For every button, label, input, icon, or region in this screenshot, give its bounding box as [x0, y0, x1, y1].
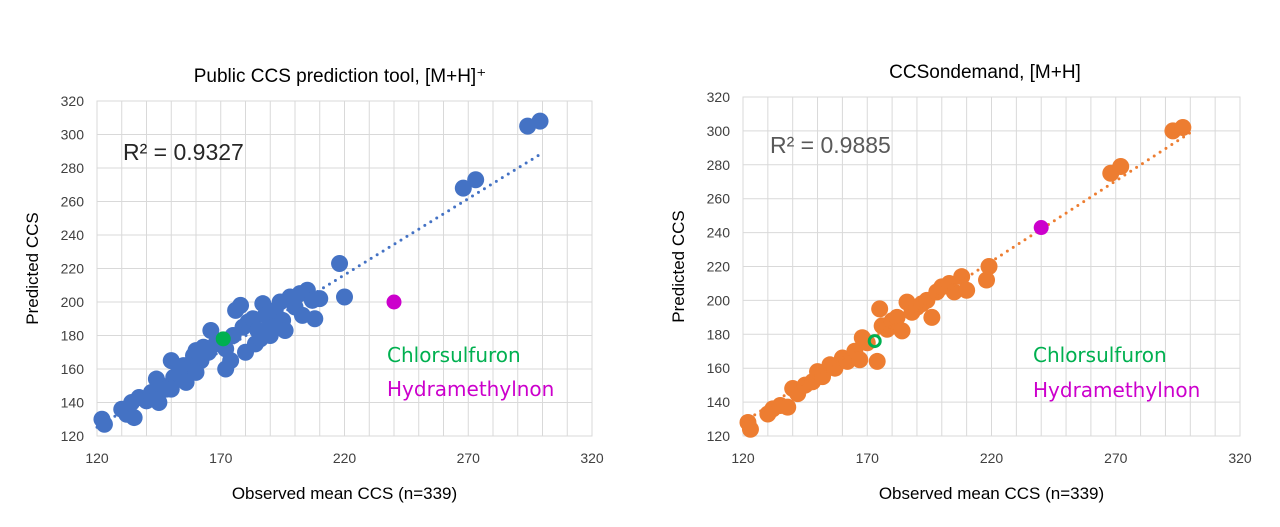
data-point	[150, 394, 168, 411]
chart-2: 120 170 220 270 320 120 140 160 180 200 220 240 260 2…	[669, 62, 1252, 503]
data-point	[888, 308, 906, 326]
annotation-hydramethylnon: Hydramethylnon	[387, 377, 554, 401]
y-tick-label: 120	[61, 428, 85, 444]
data-point	[953, 268, 971, 286]
trendline	[741, 131, 1192, 424]
y-tick-label: 320	[61, 93, 85, 109]
x-tick-label: 320	[1228, 450, 1252, 466]
y-tick-label: 160	[707, 360, 731, 376]
data-point	[331, 254, 349, 272]
data-point	[454, 179, 472, 197]
y-tick-label: 140	[61, 395, 85, 411]
r-squared-label: R² = 0.9327	[123, 139, 244, 165]
data-point	[177, 373, 195, 391]
annotation-chlorsulfuron: Chlorsulfuron	[387, 343, 521, 367]
data-point	[923, 308, 941, 326]
plot-area	[742, 96, 1241, 437]
x-tick-label: 220	[333, 450, 357, 466]
x-tick-label: 120	[731, 450, 755, 466]
x-tick-label: 220	[980, 450, 1004, 466]
data-point	[871, 300, 889, 318]
annotation-chlorsulfuron: Chlorsulfuron	[1033, 343, 1167, 367]
y-tick-label: 220	[707, 259, 731, 275]
x-tick-label: 270	[1104, 450, 1128, 466]
data-point	[311, 290, 329, 308]
data-point	[467, 171, 485, 189]
y-tick-label: 240	[61, 227, 85, 243]
x-axis-label: Observed mean CCS (n=339)	[879, 484, 1104, 503]
chart-title: Public CCS prediction tool, [M+H]⁺	[194, 66, 487, 87]
data-point	[336, 288, 353, 306]
x-tick-label: 170	[856, 450, 880, 466]
y-tick-label: 300	[707, 123, 731, 139]
data-point	[237, 343, 254, 361]
data-point	[958, 281, 976, 299]
y-tick-label: 320	[707, 89, 731, 105]
y-tick-label: 180	[707, 326, 731, 342]
data-point	[95, 415, 113, 433]
data-point	[1174, 119, 1192, 137]
gridlines	[96, 100, 593, 437]
y-tick-label: 220	[61, 261, 85, 277]
x-tick-label: 120	[85, 450, 109, 466]
data-point	[945, 283, 963, 301]
annotation-hydramethylnon: Hydramethylnon	[1033, 378, 1200, 402]
chart-1: 120 170 220 270 320 120 140 160 180 200 220 240 260 2…	[23, 66, 604, 503]
highlight-point-hydramethylnon	[1033, 220, 1049, 236]
data-point	[980, 258, 998, 275]
plot-area	[96, 100, 593, 437]
chart-title: CCSondemand, [M+H]	[889, 62, 1081, 83]
data-point	[531, 112, 549, 130]
r-squared-label: R² = 0.9885	[770, 132, 891, 158]
data-series	[93, 112, 549, 433]
highlight-point-chlorsulfuron	[215, 331, 231, 347]
data-point	[232, 296, 250, 314]
y-tick-label: 180	[61, 328, 85, 344]
data-point	[893, 322, 911, 340]
y-tick-label: 240	[707, 225, 731, 241]
y-tick-label: 140	[707, 394, 731, 410]
y-axis-label: Predicted CCS	[23, 212, 42, 324]
highlight-point-chlorsulfuron	[867, 334, 882, 349]
data-point	[202, 321, 220, 339]
y-tick-label: 280	[707, 157, 731, 173]
y-axis-label: Predicted CCS	[669, 210, 688, 322]
data-point	[978, 271, 996, 289]
y-tick-label: 300	[61, 127, 85, 143]
y-tick-label: 280	[61, 160, 85, 176]
y-tick-label: 200	[707, 292, 731, 308]
data-point	[741, 420, 759, 438]
highlight-point-hydramethylnon	[386, 294, 402, 310]
data-point	[306, 310, 324, 328]
data-point	[851, 351, 869, 369]
x-tick-label: 270	[457, 450, 481, 466]
y-tick-label: 260	[707, 191, 731, 207]
data-point	[868, 352, 886, 370]
data-series	[739, 119, 1192, 438]
x-tick-label: 170	[209, 450, 233, 466]
y-tick-label: 260	[61, 194, 85, 210]
data-point	[217, 360, 235, 378]
data-point	[276, 321, 294, 339]
x-axis-label: Observed mean CCS (n=339)	[232, 484, 457, 503]
data-point	[1112, 157, 1130, 175]
data-point	[162, 380, 180, 398]
y-tick-label: 120	[707, 428, 731, 444]
data-point	[125, 409, 143, 427]
data-point	[779, 398, 797, 416]
y-tick-label: 200	[61, 294, 85, 310]
y-tick-label: 160	[61, 361, 85, 377]
data-point	[261, 327, 279, 344]
x-tick-label: 320	[580, 450, 604, 466]
